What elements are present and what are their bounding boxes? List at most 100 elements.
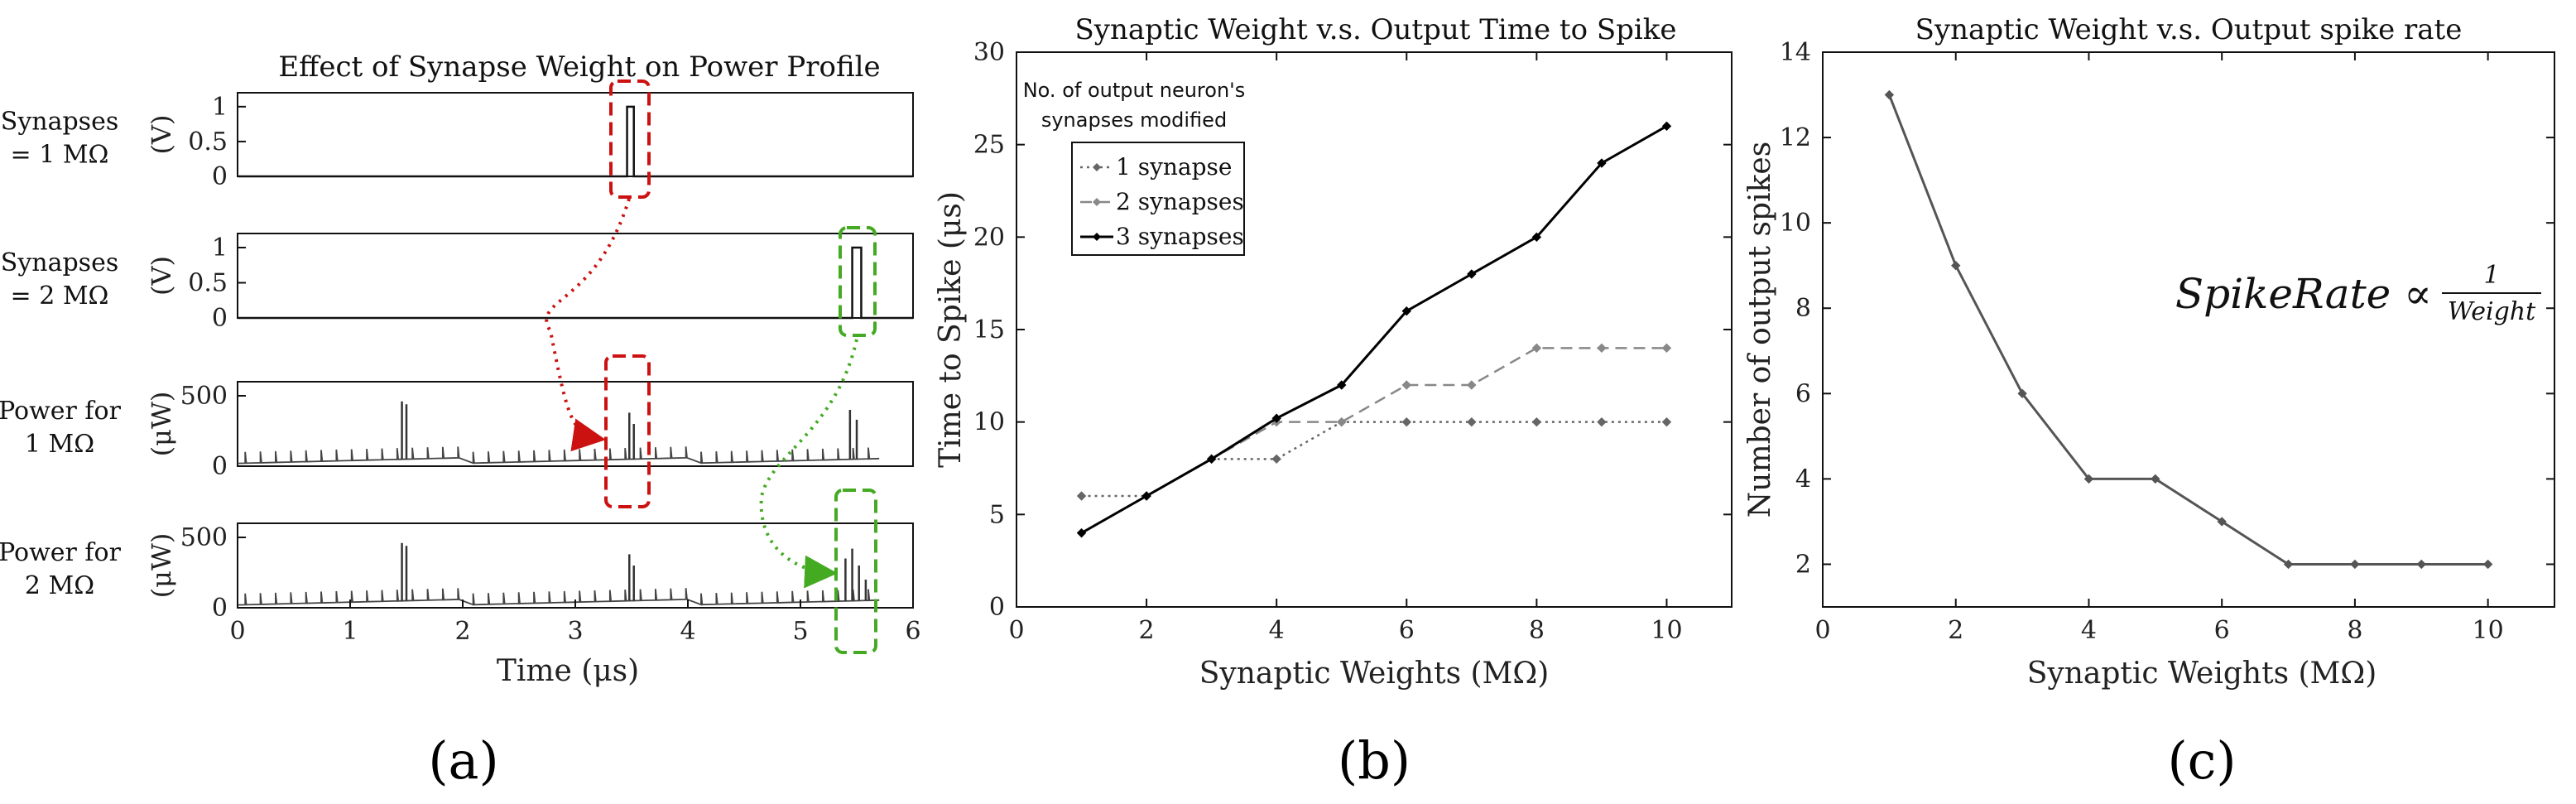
panel-b-legend-title-line-2: synapses modified	[1041, 108, 1227, 132]
panel-b-series-3-point	[1076, 527, 1087, 538]
legend-marker-3	[1093, 233, 1101, 241]
panel-b-legend-title-line-1: No. of output neuron's	[1023, 79, 1246, 102]
subplot-4-box	[237, 522, 914, 609]
panel-c-formula-main: SpikeRate ∝	[2175, 270, 2432, 318]
panel-c-series-1-point	[1884, 89, 1895, 100]
panel-a-xtick-label: 2	[454, 617, 470, 646]
highlight-green-voltage	[839, 226, 877, 337]
subplot-3-box	[237, 381, 914, 467]
subplot-1-label-line-1: Synapses	[1, 108, 118, 137]
subplot-4-ytick-label: 500	[180, 523, 228, 552]
panel-b-series-3-point	[1206, 454, 1217, 465]
panel-b-series	[1076, 121, 1672, 538]
subplot-1: Synapses = 1 MΩ (V) 0 0.5 1	[1, 92, 914, 191]
panel-b-xtick-label: 10	[1651, 616, 1682, 645]
subplot-2-ytick-label: 0.5	[188, 269, 228, 298]
panel-a-subplots: Synapses = 1 MΩ (V) 0 0.5 1 Synapses = 2 MΩ (V) 0…	[0, 92, 914, 623]
panel-b-y-label: Time to Spike (μs)	[934, 191, 968, 468]
subplot-2-voltage-trace	[238, 246, 913, 320]
panel-b-ytick-label: 0	[989, 593, 1005, 622]
subplot-1-ytick-label: 0.5	[188, 128, 228, 156]
panel-b-ytick-label: 5	[989, 500, 1005, 529]
legend-marker-2	[1093, 198, 1101, 206]
subplot-3-label-line-1: Power for	[0, 397, 122, 426]
panel-c-xtick-label: 2	[1948, 616, 1963, 645]
legend-label-2: 2 synapses	[1116, 188, 1244, 215]
panel-b-ytick-label: 20	[973, 223, 1005, 252]
subplot-1-unit: (V)	[146, 114, 177, 154]
panel-b-series-2-point	[1467, 380, 1477, 390]
panel-c-series	[1884, 89, 2493, 570]
panel-b-series-1-point	[1597, 416, 1607, 427]
panel-b-series-3-point	[1661, 121, 1672, 132]
panel-b-axes-box	[1016, 51, 1733, 608]
legend-label-1: 1 synapse	[1116, 153, 1233, 181]
legend-label-3: 3 synapses	[1116, 223, 1244, 250]
panel-b-time-to-spike: Synaptic Weight v.s. Output Time to Spik…	[934, 13, 1733, 691]
panel-b-series-1-point	[1661, 416, 1672, 427]
subplot-3-unit: (μW)	[146, 392, 177, 457]
panel-c-ytick-label: 2	[1795, 550, 1811, 579]
highlight-red-voltage	[609, 79, 651, 199]
panel-c-ytick-label: 14	[1780, 38, 1811, 67]
panel-b-xtick-label: 2	[1139, 616, 1155, 645]
subplot-3: Power for 1 MΩ (μW) 0 500	[0, 381, 914, 481]
panel-c-series-1-point	[2083, 474, 2094, 484]
panel-a-xtick-label: 3	[567, 617, 583, 646]
panel-b-series-1-point	[1076, 491, 1087, 501]
subplot-3-power-trace	[237, 446, 880, 465]
panel-c-formula-denominator: Weight	[2448, 297, 2536, 326]
panel-b-series-2-point	[1661, 343, 1672, 354]
panel-a-x-ticks: 0 1 2 3 4 5 6	[229, 599, 921, 646]
subplot-2-box	[237, 233, 914, 319]
panel-c-series-1-point	[2482, 559, 2493, 570]
panel-b-xtick-label: 0	[1008, 616, 1024, 645]
panel-c-series-1-point	[2350, 559, 2360, 570]
subplot-4: Power for 2 MΩ (μW) 0 500	[0, 522, 914, 623]
subplot-1-label-line-2: = 1 MΩ	[11, 141, 109, 170]
subplot-1-ytick-label: 1	[212, 93, 228, 122]
highlight-green-arrow	[759, 339, 858, 589]
panel-b-ytick-label: 25	[973, 131, 1005, 160]
panel-a-x-label: Time (μs)	[497, 654, 639, 688]
panel-a-xtick-label: 1	[342, 617, 358, 646]
subplot-1-voltage-trace	[238, 105, 913, 178]
panel-c-series-1-point	[2416, 559, 2426, 570]
panel-c-ticks: 0 2 4 6 8 10 2 4 6 8 10 12 14	[1780, 38, 2554, 645]
panel-b-series-line-2	[1080, 347, 1667, 534]
panel-c-spike-rate: Synaptic Weight v.s. Output spike rate 0…	[1743, 13, 2555, 691]
highlight-red-power	[604, 354, 651, 508]
subplot-3-ytick-label: 500	[180, 382, 228, 411]
subplot-4-label-line-1: Power for	[0, 538, 122, 567]
panel-c-xtick-label: 10	[2473, 616, 2504, 645]
panel-a-xtick-label: 6	[905, 617, 920, 646]
panel-label-a: (a)	[428, 730, 498, 791]
panel-c-xtick-label: 4	[2081, 616, 2097, 645]
panel-b-series-3-point	[1597, 158, 1607, 168]
panel-b-series-1-point	[1467, 416, 1477, 427]
panel-b-series-3-point	[1401, 306, 1411, 316]
panel-b-ticks: 0 2 4 6 8 10 0 5 10 15 20 25 30	[973, 38, 1732, 645]
panel-c-ytick-label: 10	[1780, 209, 1811, 238]
panel-b-series-3-point	[1271, 413, 1281, 423]
subplot-2-ytick-label: 0	[212, 304, 228, 333]
panel-c-series-1-point	[2283, 559, 2294, 570]
panel-b-series-3-point	[1141, 491, 1151, 501]
panel-a-xtick-label: 5	[792, 617, 808, 646]
panel-b-ytick-label: 30	[973, 38, 1005, 67]
panel-c-title: Synaptic Weight v.s. Output spike rate	[1915, 13, 2463, 46]
panel-b-title: Synaptic Weight v.s. Output Time to Spik…	[1074, 13, 1676, 46]
subplot-3-label-line-2: 1 MΩ	[25, 430, 94, 459]
panel-b-series-1-point	[1271, 454, 1281, 465]
subplot-2: Synapses = 2 MΩ (V) 0 0.5 1	[1, 233, 914, 333]
panel-c-series-1-point	[1951, 260, 1961, 271]
panel-b-series-2-point	[1401, 380, 1411, 390]
panel-b-series-2-point	[1337, 416, 1347, 427]
panel-c-y-label: Number of output spikes	[1743, 142, 1777, 518]
panel-c-series-1-point	[2217, 517, 2227, 527]
panel-c-formula-numerator: 1	[2483, 261, 2499, 290]
panel-b-ytick-label: 15	[973, 315, 1005, 344]
legend-marker-1	[1093, 163, 1101, 171]
subplot-4-label-line-2: 2 MΩ	[25, 571, 94, 600]
subplot-4-ytick-label: 0	[212, 594, 228, 623]
